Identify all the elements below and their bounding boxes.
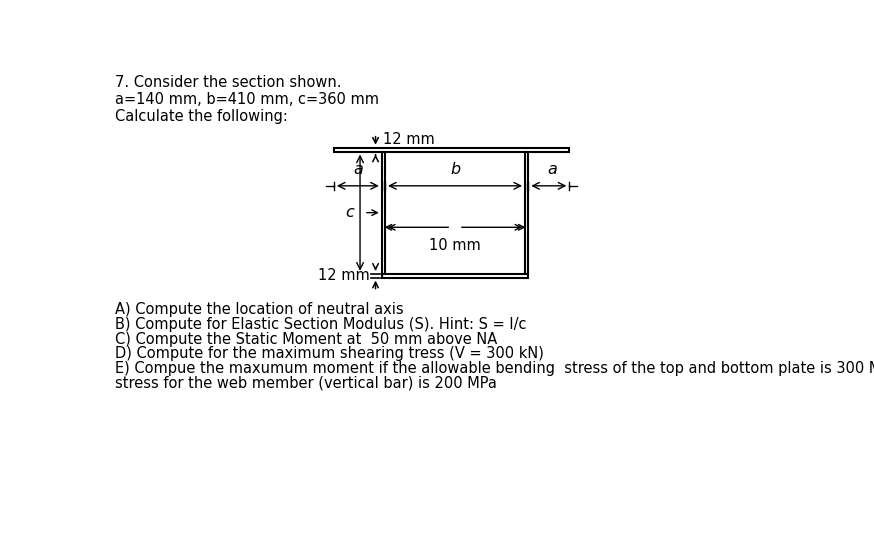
Text: a=140 mm, b=410 mm, c=360 mm: a=140 mm, b=410 mm, c=360 mm — [115, 92, 379, 107]
Text: E) Compue the maxumum moment if the allowable bending  stress of the top and bot: E) Compue the maxumum moment if the allo… — [115, 361, 874, 376]
Bar — [382, 151, 385, 274]
Bar — [525, 151, 529, 274]
Text: b: b — [450, 162, 460, 177]
Text: a: a — [353, 162, 363, 177]
Text: c: c — [345, 205, 354, 220]
Text: A) Compute the location of neutral axis: A) Compute the location of neutral axis — [115, 302, 404, 317]
Text: 10 mm: 10 mm — [429, 238, 481, 253]
Text: D) Compute for the maximum shearing tress (V = 300 kN): D) Compute for the maximum shearing tres… — [115, 346, 545, 361]
Text: stress for the web member (vertical bar) is 200 MPa: stress for the web member (vertical bar)… — [115, 375, 497, 390]
Bar — [334, 148, 569, 151]
Text: 12 mm: 12 mm — [317, 268, 370, 283]
Text: Calculate the following:: Calculate the following: — [115, 109, 288, 124]
Text: 12 mm: 12 mm — [384, 132, 435, 147]
Text: 7. Consider the section shown.: 7. Consider the section shown. — [115, 75, 342, 90]
Bar — [382, 274, 529, 278]
Text: B) Compute for Elastic Section Modulus (S). Hint: S = I/c: B) Compute for Elastic Section Modulus (… — [115, 317, 527, 332]
Text: C) Compute the Static Moment at  50 mm above NA: C) Compute the Static Moment at 50 mm ab… — [115, 332, 497, 346]
Text: a: a — [547, 162, 557, 177]
